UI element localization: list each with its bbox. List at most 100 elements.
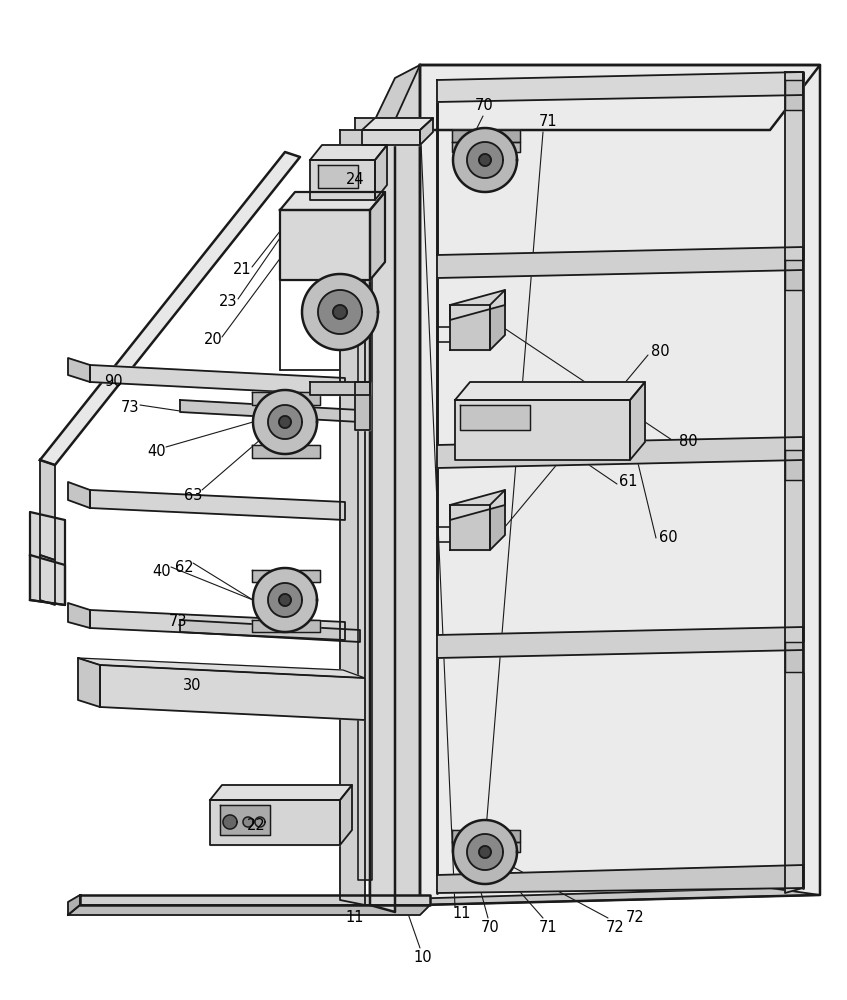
Text: 22: 22: [246, 818, 265, 832]
Text: 21: 21: [233, 262, 252, 277]
Polygon shape: [437, 247, 803, 278]
Text: 11: 11: [453, 906, 471, 920]
Text: 30: 30: [183, 678, 202, 692]
Polygon shape: [437, 865, 803, 893]
Polygon shape: [467, 834, 503, 870]
Polygon shape: [437, 437, 803, 468]
Polygon shape: [490, 290, 505, 350]
Polygon shape: [310, 145, 387, 160]
Polygon shape: [333, 305, 347, 319]
Polygon shape: [220, 805, 270, 835]
Polygon shape: [490, 490, 505, 550]
Polygon shape: [78, 658, 365, 678]
Polygon shape: [785, 80, 803, 110]
Polygon shape: [370, 65, 820, 130]
Polygon shape: [358, 250, 372, 880]
Polygon shape: [318, 165, 358, 188]
Text: 11: 11: [346, 910, 364, 926]
Polygon shape: [362, 130, 420, 145]
Polygon shape: [30, 555, 65, 605]
Text: 80: 80: [650, 344, 669, 360]
Polygon shape: [90, 365, 345, 395]
Text: 72: 72: [606, 920, 624, 936]
Polygon shape: [420, 65, 820, 905]
Text: 71: 71: [539, 114, 557, 129]
Polygon shape: [252, 392, 320, 405]
Polygon shape: [310, 160, 375, 200]
Text: 60: 60: [659, 530, 678, 546]
Text: 70: 70: [474, 98, 493, 112]
Polygon shape: [467, 142, 503, 178]
Text: 72: 72: [626, 910, 645, 926]
Polygon shape: [453, 820, 517, 884]
Polygon shape: [223, 815, 237, 829]
Polygon shape: [268, 405, 302, 439]
Polygon shape: [370, 192, 385, 280]
Text: 40: 40: [147, 444, 166, 460]
Polygon shape: [40, 152, 300, 465]
Polygon shape: [479, 846, 491, 858]
Text: 23: 23: [219, 294, 237, 310]
Text: 40: 40: [152, 564, 171, 580]
Polygon shape: [355, 382, 370, 430]
Polygon shape: [785, 642, 803, 672]
Polygon shape: [362, 118, 433, 130]
Text: 73: 73: [121, 400, 139, 416]
Polygon shape: [370, 65, 420, 905]
Polygon shape: [437, 72, 803, 102]
Polygon shape: [479, 154, 491, 166]
Polygon shape: [453, 128, 517, 192]
Polygon shape: [253, 390, 317, 454]
Polygon shape: [210, 800, 340, 845]
Polygon shape: [280, 192, 385, 210]
Polygon shape: [252, 620, 320, 632]
Polygon shape: [280, 210, 370, 280]
Polygon shape: [180, 620, 360, 642]
Polygon shape: [40, 555, 55, 605]
Polygon shape: [420, 118, 433, 145]
Polygon shape: [370, 65, 420, 130]
Polygon shape: [455, 400, 630, 460]
Polygon shape: [450, 490, 505, 520]
Polygon shape: [452, 842, 520, 852]
Polygon shape: [68, 603, 90, 628]
Polygon shape: [80, 895, 430, 905]
Polygon shape: [68, 905, 430, 915]
Polygon shape: [253, 568, 317, 632]
Polygon shape: [340, 130, 365, 905]
Polygon shape: [450, 505, 490, 550]
Polygon shape: [450, 290, 505, 320]
Polygon shape: [370, 888, 820, 905]
Polygon shape: [375, 145, 387, 200]
Polygon shape: [318, 290, 362, 334]
Text: 71: 71: [539, 920, 557, 936]
Text: 70: 70: [480, 920, 500, 936]
Polygon shape: [630, 382, 645, 460]
Polygon shape: [243, 817, 253, 827]
Text: 80: 80: [678, 434, 697, 450]
Polygon shape: [90, 490, 345, 520]
Polygon shape: [78, 658, 100, 707]
Text: 24: 24: [346, 172, 364, 188]
Polygon shape: [785, 260, 803, 290]
Polygon shape: [68, 482, 90, 508]
Polygon shape: [68, 358, 90, 382]
Text: 61: 61: [619, 475, 637, 489]
Polygon shape: [450, 305, 490, 350]
Text: 62: 62: [174, 560, 193, 576]
Polygon shape: [302, 274, 378, 350]
Text: 90: 90: [103, 374, 122, 389]
Polygon shape: [252, 445, 320, 458]
Polygon shape: [210, 785, 352, 800]
Polygon shape: [268, 583, 302, 617]
Polygon shape: [355, 118, 425, 130]
Text: 73: 73: [169, 614, 187, 630]
Polygon shape: [279, 594, 291, 606]
Polygon shape: [30, 512, 65, 605]
Text: 20: 20: [203, 332, 223, 348]
Polygon shape: [68, 895, 80, 915]
Polygon shape: [785, 450, 803, 480]
Polygon shape: [452, 142, 520, 152]
Polygon shape: [90, 610, 345, 640]
Polygon shape: [279, 416, 291, 428]
